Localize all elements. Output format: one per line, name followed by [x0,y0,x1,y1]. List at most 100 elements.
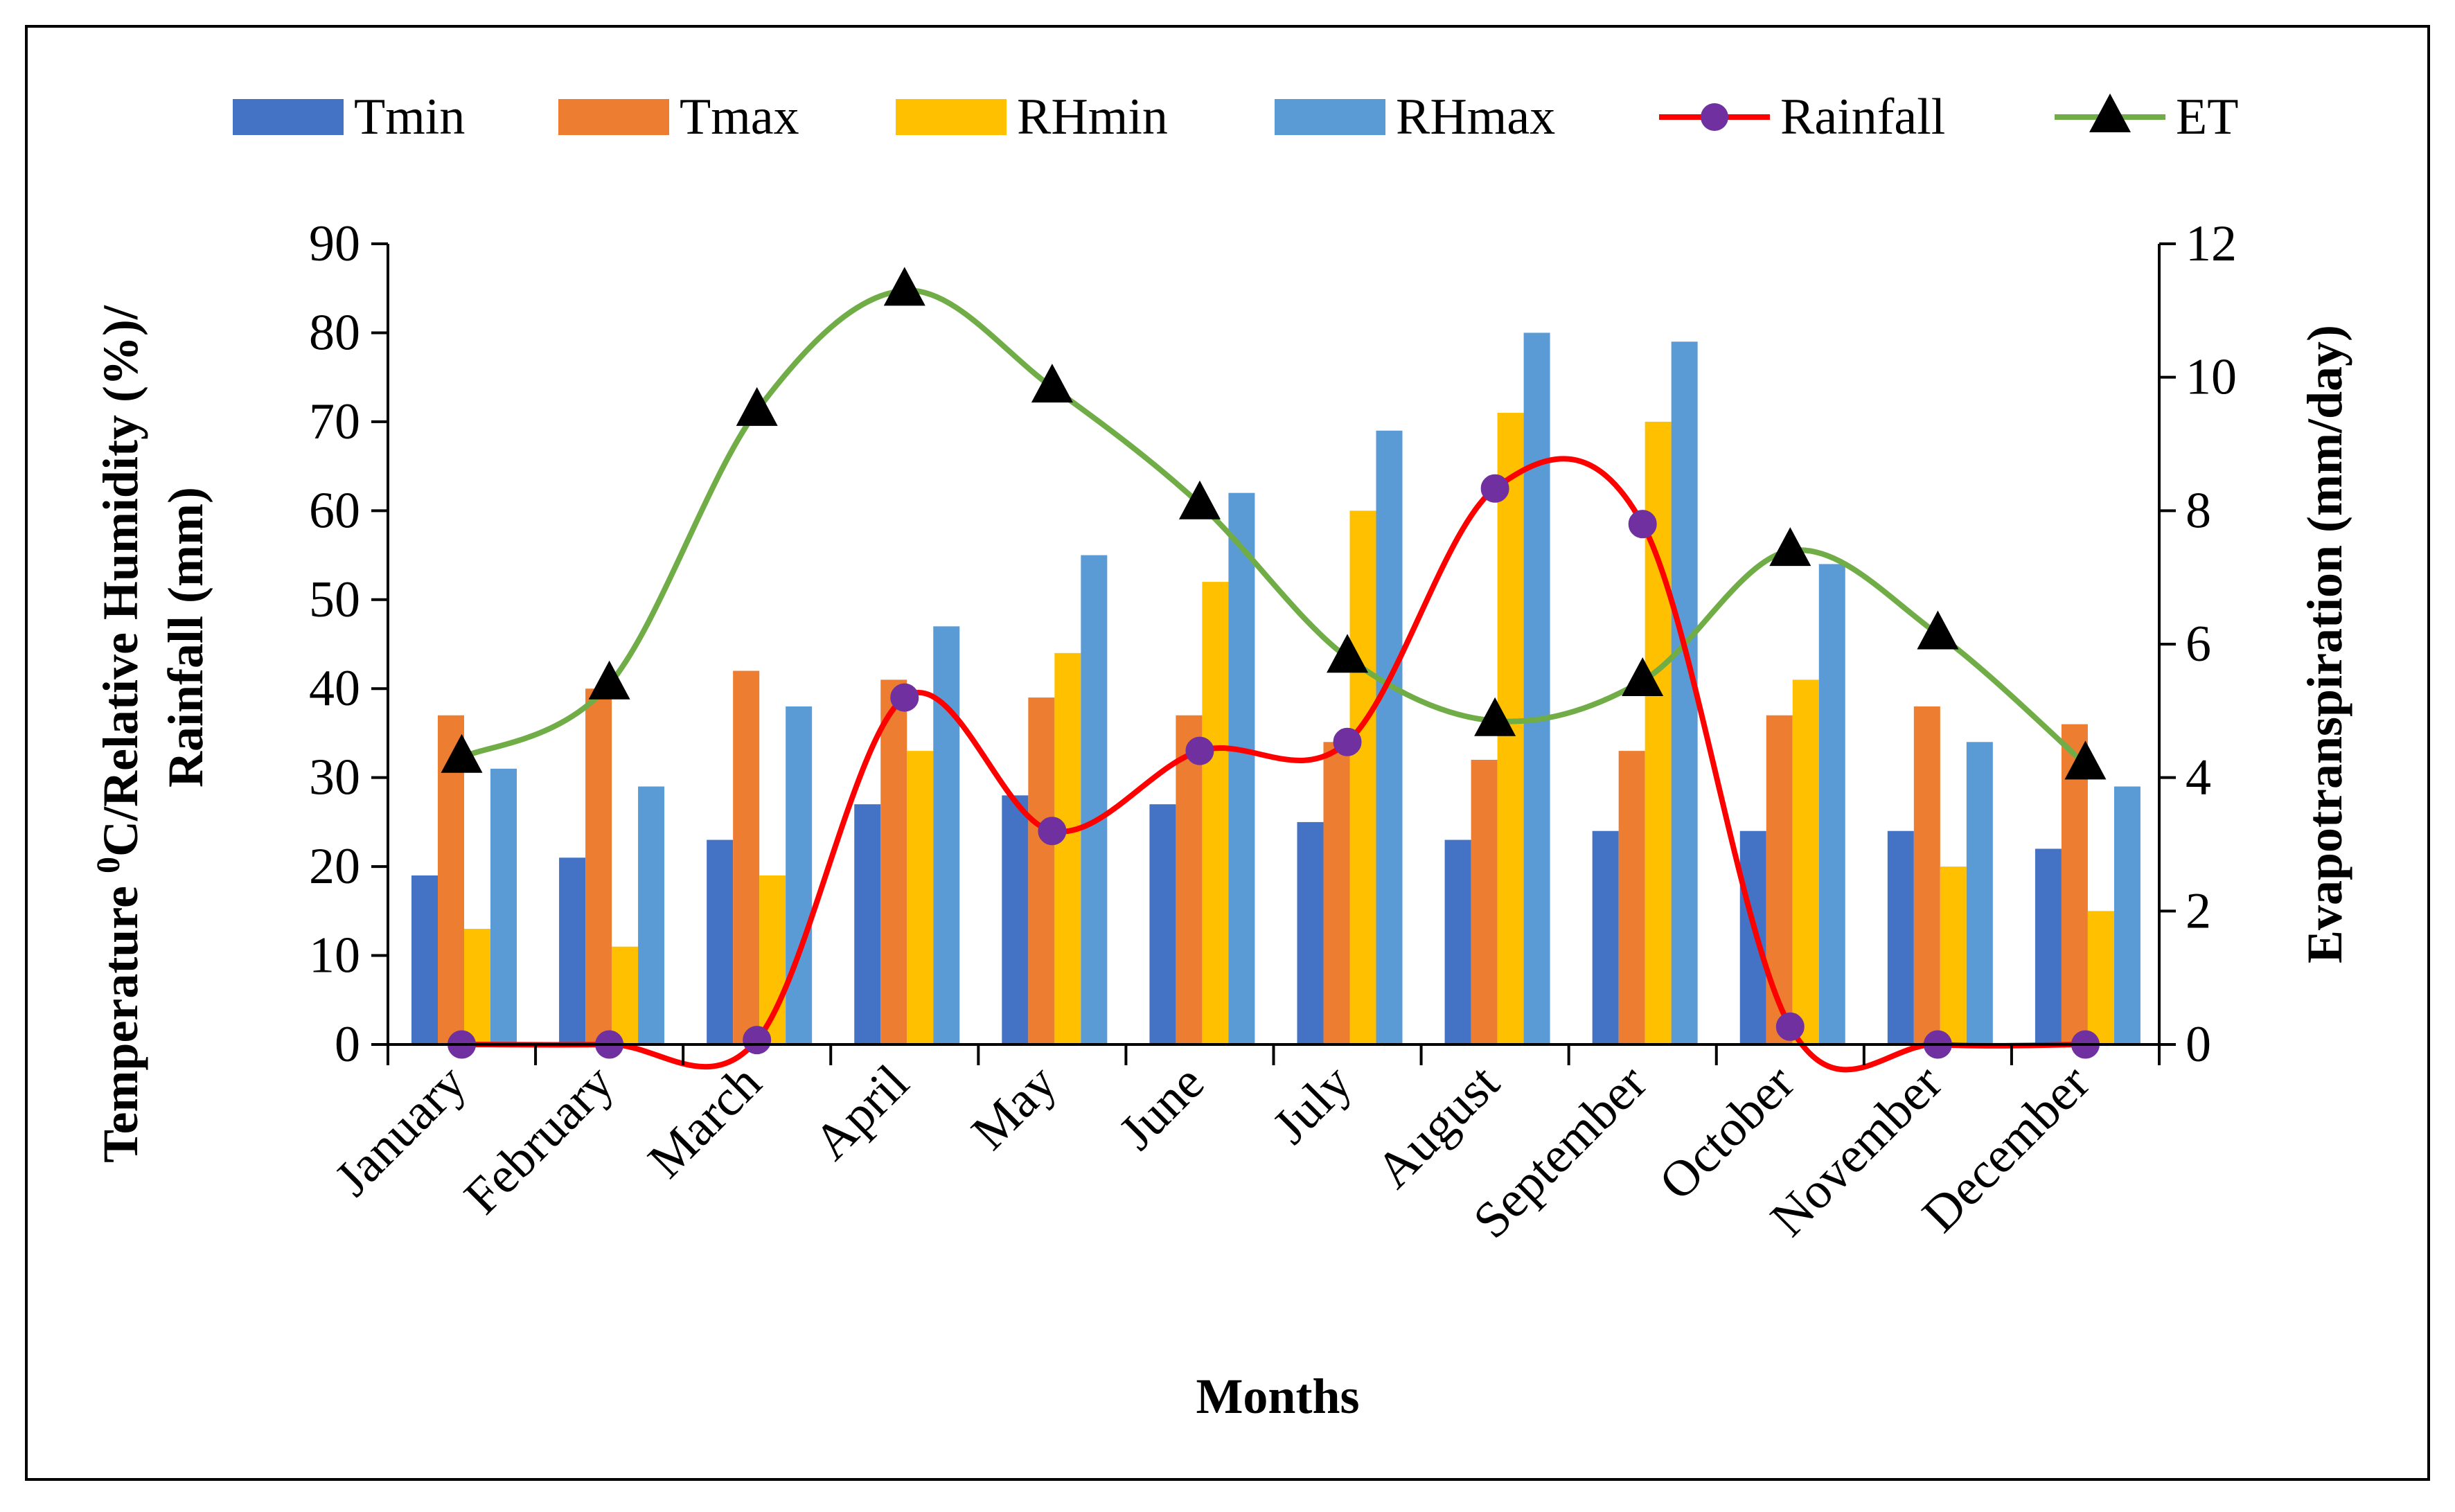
marker-rainfall-august [1480,474,1509,503]
bar-tmax-february [585,688,612,1044]
axes-layer [371,242,2176,1065]
y2-tick-label-0: 0 [2186,1016,2211,1073]
marker-et-april [883,267,925,306]
x-tick-label-february: February [454,1054,625,1225]
legend-marker-et [2089,94,2131,132]
marker-et-february [588,660,630,700]
marker-rainfall-october [1775,1012,1805,1041]
y2-tick-label-10: 10 [2186,349,2237,406]
y2-tick-label-2: 2 [2186,882,2211,939]
marker-et-august [1474,697,1516,736]
y-tick-label-50: 50 [309,571,360,628]
marker-rainfall-june [1185,736,1214,765]
legend-swatch-tmax [558,99,669,135]
bar-rhmin-may [1054,652,1081,1044]
y-axis-title-line-2: Rainfall (mm) [158,487,213,788]
bar-tmax-march [733,670,760,1044]
x-tick-label-june: June [1108,1054,1215,1161]
y-tick-label-10: 10 [309,927,360,984]
marker-et-november [1917,610,1959,650]
bar-tmin-january [411,875,438,1044]
marker-et-january [441,733,483,773]
y-tick-label-40: 40 [309,660,360,717]
legend-swatch-tmin [233,99,344,135]
bar-tmin-march [707,839,734,1044]
bar-tmax-june [1176,715,1203,1044]
bar-rhmax-september [1671,341,1698,1044]
bar-tmax-august [1471,759,1498,1044]
bar-rhmin-july [1349,510,1376,1044]
y-tick-label-70: 70 [309,393,360,450]
y-tick-label-20: 20 [309,838,360,895]
x-tick-label-march: March [637,1054,772,1189]
legend-label-et: ET [2176,89,2238,145]
bar-rhmax-july [1376,430,1403,1044]
marker-et-may [1031,364,1073,403]
marker-rainfall-september [1628,510,1657,539]
legend-swatch-rhmax [1275,99,1385,135]
legend-label-rainfall: Rainfall [1780,89,1945,145]
bar-tmax-september [1618,751,1645,1044]
legend-label-rhmin: RHmin [1017,89,1168,145]
bar-tmax-november [1913,706,1940,1044]
bar-rhmax-may [1081,555,1108,1044]
bar-rhmax-october [1818,564,1845,1044]
marker-et-july [1327,634,1369,673]
bar-rhmin-june [1202,582,1229,1044]
bar-tmin-december [2035,848,2062,1044]
y-tick-label-0: 0 [335,1016,360,1073]
marker-rainfall-may [1038,817,1067,846]
bar-rhmax-june [1228,492,1255,1044]
marker-et-december [2064,740,2107,780]
legend-swatch-rhmin [896,99,1007,135]
bar-tmax-july [1323,742,1350,1044]
x-tick-label-july: July [1262,1054,1363,1155]
y2-tick-label-6: 6 [2186,616,2211,673]
y2-tick-label-8: 8 [2186,482,2211,539]
marker-rainfall-july [1333,727,1362,756]
marker-et-october [1769,527,1811,567]
bar-rhmax-march [786,706,813,1044]
bar-tmin-august [1444,839,1471,1044]
x-axis-title: Months [1196,1369,1359,1424]
marker-et-march [736,386,778,426]
bar-rhmax-january [490,768,517,1044]
legend-label-tmin: Tmin [354,89,465,145]
y-tick-label-90: 90 [309,215,360,272]
marker-rainfall-march [743,1026,772,1055]
bar-tmin-september [1592,830,1619,1044]
marker-et-june [1178,480,1221,519]
marker-et-september [1622,657,1664,696]
y-axis-title-line-1: Temperature 0C/Relative Humidity (%)/ [90,305,149,1163]
bar-rhmax-december [2113,786,2141,1044]
bar-tmax-may [1028,697,1055,1044]
bar-tmax-april [880,679,907,1044]
x-tick-label-may: May [961,1054,1067,1161]
bar-rhmin-january [464,929,490,1044]
y2-tick-label-4: 4 [2186,749,2211,806]
x-tick-label-august: August [1365,1054,1510,1199]
bar-rhmin-february [612,946,639,1044]
y2-tick-label-12: 12 [2186,215,2237,272]
bar-tmin-february [559,857,586,1044]
bar-tmin-november [1887,830,1914,1044]
bar-tmax-october [1766,715,1793,1044]
bar-rhmax-august [1523,332,1550,1044]
bar-rhmin-october [1792,679,1819,1044]
legend-marker-rainfall [1701,103,1728,131]
bar-tmin-june [1149,804,1176,1044]
legend-label-tmax: Tmax [680,89,799,145]
bar-rhmin-november [1940,866,1967,1044]
bars-layer [411,332,2141,1044]
bar-rhmin-december [2087,911,2114,1044]
bar-rhmin-april [907,751,934,1044]
bar-tmin-july [1297,821,1324,1044]
y2-axis-title: Evapotranspiration (mm/day) [2297,325,2352,963]
lines-layer [441,267,2107,1073]
legend-label-rhmax: RHmax [1396,89,1555,145]
bar-rhmax-november [1966,742,1993,1044]
bar-rhmax-february [638,786,665,1044]
x-tick-label-april: April [803,1054,919,1171]
bar-tmin-may [1002,795,1029,1044]
